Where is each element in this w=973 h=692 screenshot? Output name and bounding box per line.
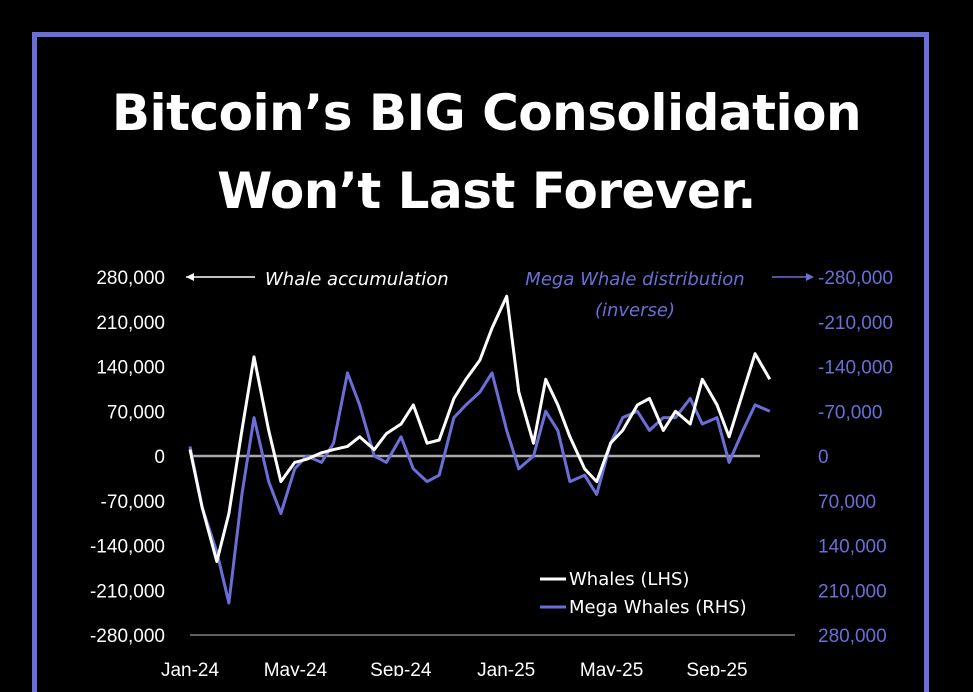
right-arrow-head-icon	[806, 273, 814, 281]
right-tick-label: -210,000	[818, 313, 893, 334]
left-tick-label: 280,000	[96, 268, 165, 289]
left-tick-label: 210,000	[96, 313, 165, 334]
whales-series-line	[188, 294, 772, 563]
left-tick-label: -210,000	[90, 581, 165, 602]
right-tick-label: -140,000	[818, 358, 893, 379]
legend: Whales (LHS) Mega Whales (RHS)	[540, 569, 747, 618]
left-tick-label: -280,000	[90, 626, 165, 647]
chart-frame	[32, 32, 929, 692]
x-tick-label: Jan-25	[477, 660, 535, 676]
mega-whale-distribution-annotation: Mega Whale distribution (inverse)	[525, 269, 814, 321]
left-tick-label: -70,000	[101, 492, 165, 513]
left-axis-ticks: 280,000 210,000 140,000 70,000 0 -70,000 -140,…	[90, 268, 165, 647]
right-tick-label: 70,000	[818, 492, 876, 513]
title-line-2: Won’t Last Forever.	[217, 162, 756, 220]
whale-accumulation-label: Whale accumulation	[265, 269, 449, 290]
right-axis-ticks: -280,000 -210,000 -140,000 -70,000 0 70,000 14…	[818, 268, 893, 647]
right-tick-label: 0	[818, 447, 829, 468]
whale-accumulation-annotation: Whale accumulation	[186, 269, 449, 290]
right-tick-label: 280,000	[818, 626, 887, 647]
right-tick-label: -280,000	[818, 268, 893, 289]
chart-title: Bitcoin’s BIG Consolidation Won’t Last F…	[0, 74, 973, 230]
x-tick-label: Sep-25	[686, 660, 747, 676]
x-tick-label: May-24	[264, 660, 328, 676]
left-tick-label: 0	[154, 447, 165, 468]
x-tick-label: Sep-24	[370, 660, 432, 676]
right-tick-label: -70,000	[818, 402, 882, 423]
x-tick-label: Jan-24	[161, 660, 220, 676]
left-tick-label: 70,000	[107, 402, 165, 423]
legend-whales-label: Whales (LHS)	[569, 569, 689, 590]
title-line-1: Bitcoin’s BIG Consolidation	[111, 84, 862, 142]
left-tick-label: 140,000	[96, 358, 165, 379]
right-tick-label: 140,000	[818, 537, 887, 558]
legend-mega-whales-label: Mega Whales (RHS)	[569, 597, 747, 618]
left-tick-label: -140,000	[90, 537, 165, 558]
x-tick-label: May-25	[580, 660, 643, 676]
x-axis-ticks: Jan-24 May-24 Sep-24 Jan-25 May-25 Sep-25	[161, 660, 748, 676]
inverse-label: (inverse)	[595, 300, 675, 321]
right-tick-label: 210,000	[818, 581, 887, 602]
chart-svg: 280,000 210,000 140,000 70,000 0 -70,000 -140,…	[90, 268, 893, 676]
left-arrow-head-icon	[186, 273, 194, 281]
mega-whale-distribution-label: Mega Whale distribution	[525, 269, 744, 290]
